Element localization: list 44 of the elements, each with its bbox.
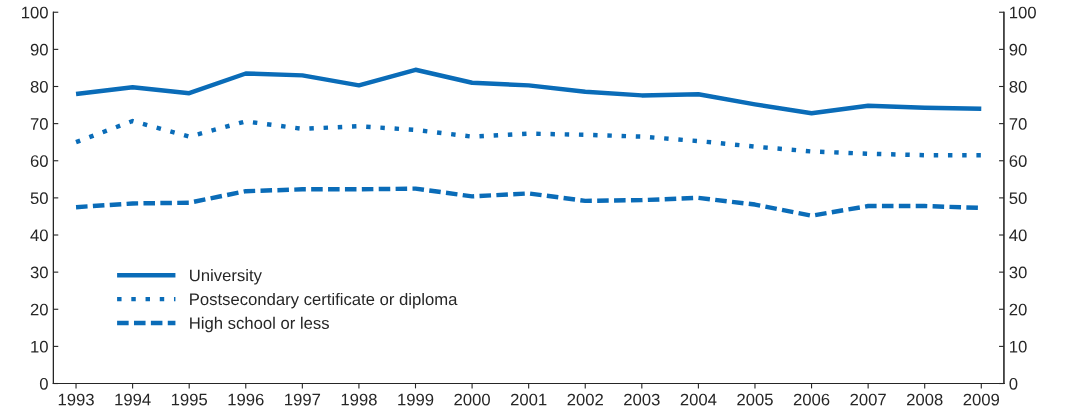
x-tick-label: 2000	[454, 393, 490, 406]
y-tick-label: 40	[30, 229, 48, 242]
y2-tick-label: 20	[1009, 303, 1027, 316]
y-tick-label: 30	[30, 266, 48, 279]
y2-tick-label: 70	[1009, 118, 1027, 130]
y-tick-label: 10	[31, 340, 48, 353]
y2-tick-label: 60	[1009, 155, 1027, 167]
x-tick-label: 1999	[398, 393, 434, 406]
y-tick-label: 20	[30, 303, 48, 316]
x-tick-label: 2003	[624, 393, 660, 406]
y2-tick-label: 0	[1009, 377, 1018, 390]
y2-tick-label: 100	[1010, 6, 1036, 19]
x-tick-label: 2007	[850, 393, 886, 406]
x-tick-label: 2002	[567, 393, 603, 406]
y-tick-label: 70	[30, 118, 48, 130]
y-tick-label: 100	[22, 6, 48, 19]
y2-tick-label: 40	[1009, 229, 1027, 242]
line-series	[73, 67, 984, 116]
y-tick-label: 50	[30, 192, 48, 205]
legend-label: High school or less	[190, 316, 329, 333]
x-tick-label: 2008	[907, 393, 943, 406]
line-series	[73, 118, 984, 158]
y2-tick-label: 90	[1009, 43, 1027, 56]
legend-label: University	[190, 269, 262, 285]
y2-tick-label: 10	[1010, 340, 1027, 353]
x-tick-label: 1997	[285, 393, 321, 406]
x-tick-label: 1993	[58, 393, 94, 406]
x-tick-label: 1996	[228, 393, 264, 406]
x-tick-label: 1998	[341, 393, 377, 406]
x-tick-label: 1994	[115, 393, 151, 406]
y-tick-label: 80	[30, 80, 48, 93]
legend-label: Postsecondary certificate or diploma	[190, 292, 458, 309]
x-tick-label: 1995	[171, 393, 208, 406]
y-tick-label: 0	[39, 377, 48, 390]
x-tick-label: 2009	[963, 393, 1000, 406]
x-tick-label: 2005	[737, 393, 773, 406]
y-tick-label: 60	[30, 155, 48, 167]
y2-tick-label: 50	[1009, 192, 1027, 205]
y2-tick-label: 30	[1009, 266, 1027, 279]
x-tick-label: 2004	[680, 393, 717, 406]
y2-tick-label: 80	[1009, 80, 1027, 93]
x-tick-label: 2001	[510, 393, 547, 406]
x-tick-label: 2006	[793, 393, 830, 406]
y-tick-label: 90	[30, 43, 48, 56]
